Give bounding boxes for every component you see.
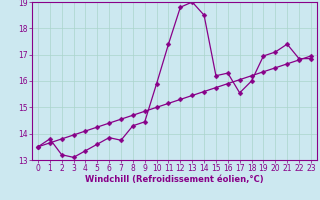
X-axis label: Windchill (Refroidissement éolien,°C): Windchill (Refroidissement éolien,°C) xyxy=(85,175,264,184)
